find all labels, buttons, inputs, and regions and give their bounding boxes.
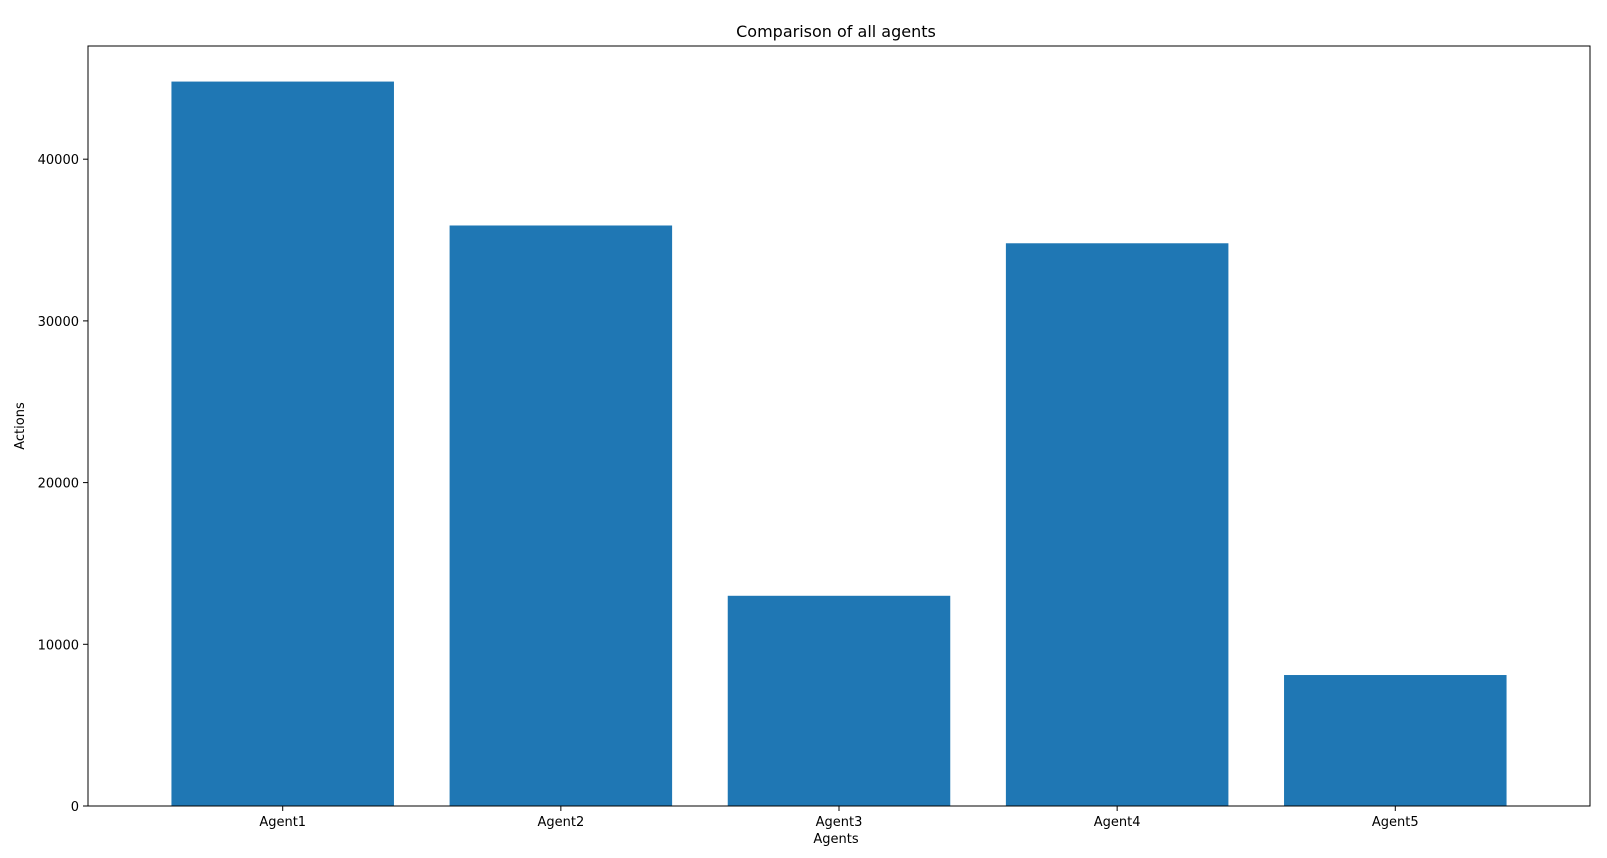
y-tick-label: 20000 bbox=[38, 477, 79, 492]
plot-frame bbox=[87, 45, 1591, 807]
bar-agent5 bbox=[1284, 675, 1507, 806]
y-axis-label: Actions bbox=[13, 402, 28, 450]
y-tick-label: 10000 bbox=[38, 638, 79, 653]
y-tick-label: 0 bbox=[71, 800, 79, 815]
chart-title: Comparison of all agents bbox=[736, 22, 936, 41]
x-tick-label: Agent5 bbox=[1372, 815, 1419, 830]
x-axis-label: Agents bbox=[813, 832, 858, 847]
y-tick-label: 30000 bbox=[38, 315, 79, 330]
bars-group bbox=[171, 81, 1507, 807]
bar-agent3 bbox=[727, 595, 951, 806]
x-tick-label: Agent2 bbox=[537, 815, 584, 830]
bar-agent1 bbox=[171, 81, 394, 807]
x-tick-label: Agent4 bbox=[1094, 815, 1141, 830]
bar-agent2 bbox=[449, 225, 673, 806]
x-tick-label: Agent1 bbox=[259, 815, 306, 830]
x-axis-ticks: Agent1 Agent2 Agent3 Agent4 Agent5 bbox=[259, 806, 1419, 830]
y-tick-label: 40000 bbox=[38, 153, 79, 168]
x-tick-label: Agent3 bbox=[816, 815, 863, 830]
bar-agent4 bbox=[1005, 243, 1229, 806]
y-axis-ticks: 0 10000 20000 30000 40000 bbox=[38, 153, 88, 815]
